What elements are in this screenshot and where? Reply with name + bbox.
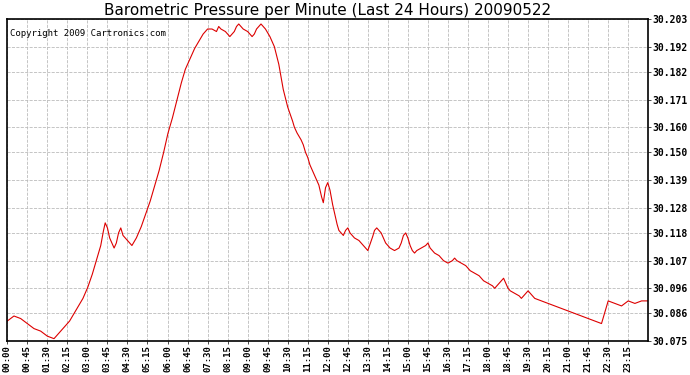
Text: Copyright 2009 Cartronics.com: Copyright 2009 Cartronics.com	[10, 28, 166, 38]
Title: Barometric Pressure per Minute (Last 24 Hours) 20090522: Barometric Pressure per Minute (Last 24 …	[104, 3, 551, 18]
